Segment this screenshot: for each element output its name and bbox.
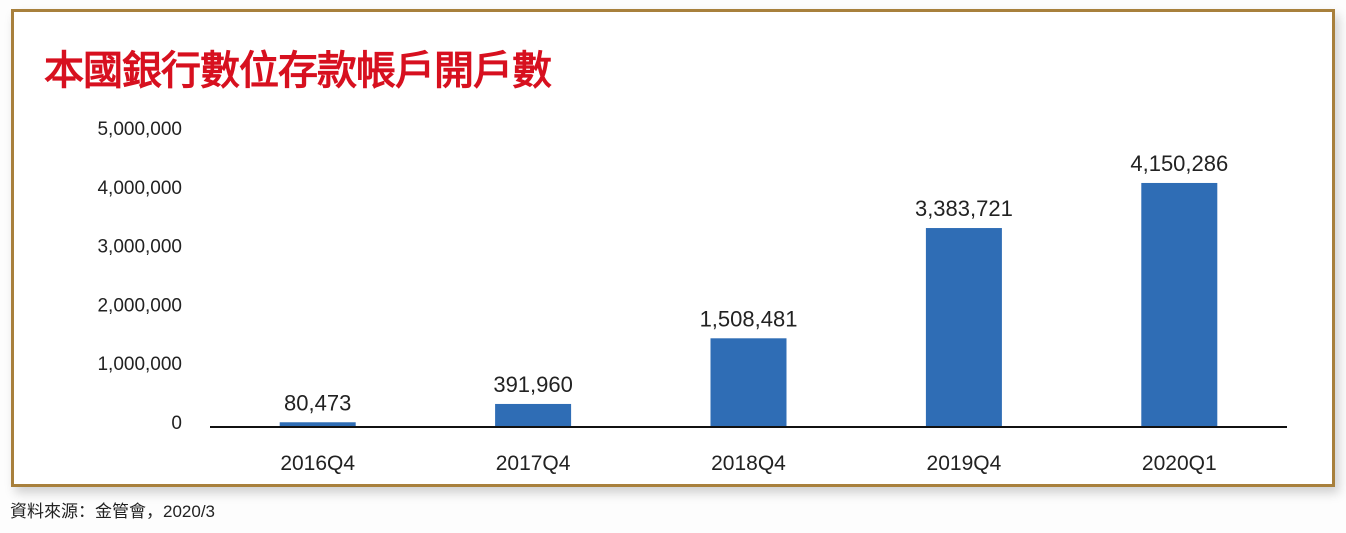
y-tick-label: 2,000,000 bbox=[97, 295, 182, 316]
x-tick-label: 2016Q4 bbox=[280, 452, 355, 475]
data-label: 4,150,286 bbox=[1130, 151, 1228, 176]
bar-2018Q4 bbox=[710, 338, 787, 427]
bar-2019Q4 bbox=[925, 228, 1002, 427]
data-label: 1,508,481 bbox=[700, 306, 798, 331]
x-tick-label: 2017Q4 bbox=[496, 452, 571, 475]
y-tick-label: 4,000,000 bbox=[97, 178, 182, 199]
y-tick-label: 3,000,000 bbox=[97, 237, 182, 258]
y-tick-label: 0 bbox=[171, 413, 182, 434]
bar-2020Q1 bbox=[1141, 182, 1218, 427]
y-tick-label: 1,000,000 bbox=[97, 354, 182, 375]
chart-title: 本國銀行數位存款帳戶開戶數 bbox=[44, 47, 552, 94]
data-label: 3,383,721 bbox=[915, 196, 1013, 221]
data-label: 80,473 bbox=[284, 390, 351, 415]
y-tick-label: 5,000,000 bbox=[97, 119, 182, 140]
chart-frame bbox=[11, 9, 1335, 487]
x-tick-label: 2018Q4 bbox=[711, 452, 786, 475]
bar-2016Q4 bbox=[279, 422, 356, 427]
x-tick-label: 2020Q1 bbox=[1142, 452, 1217, 475]
x-tick-label: 2019Q4 bbox=[927, 452, 1002, 475]
bar-2017Q4 bbox=[495, 403, 572, 427]
data-label: 391,960 bbox=[493, 372, 573, 397]
source-note: 資料來源：金管會，2020/3 bbox=[10, 502, 215, 521]
